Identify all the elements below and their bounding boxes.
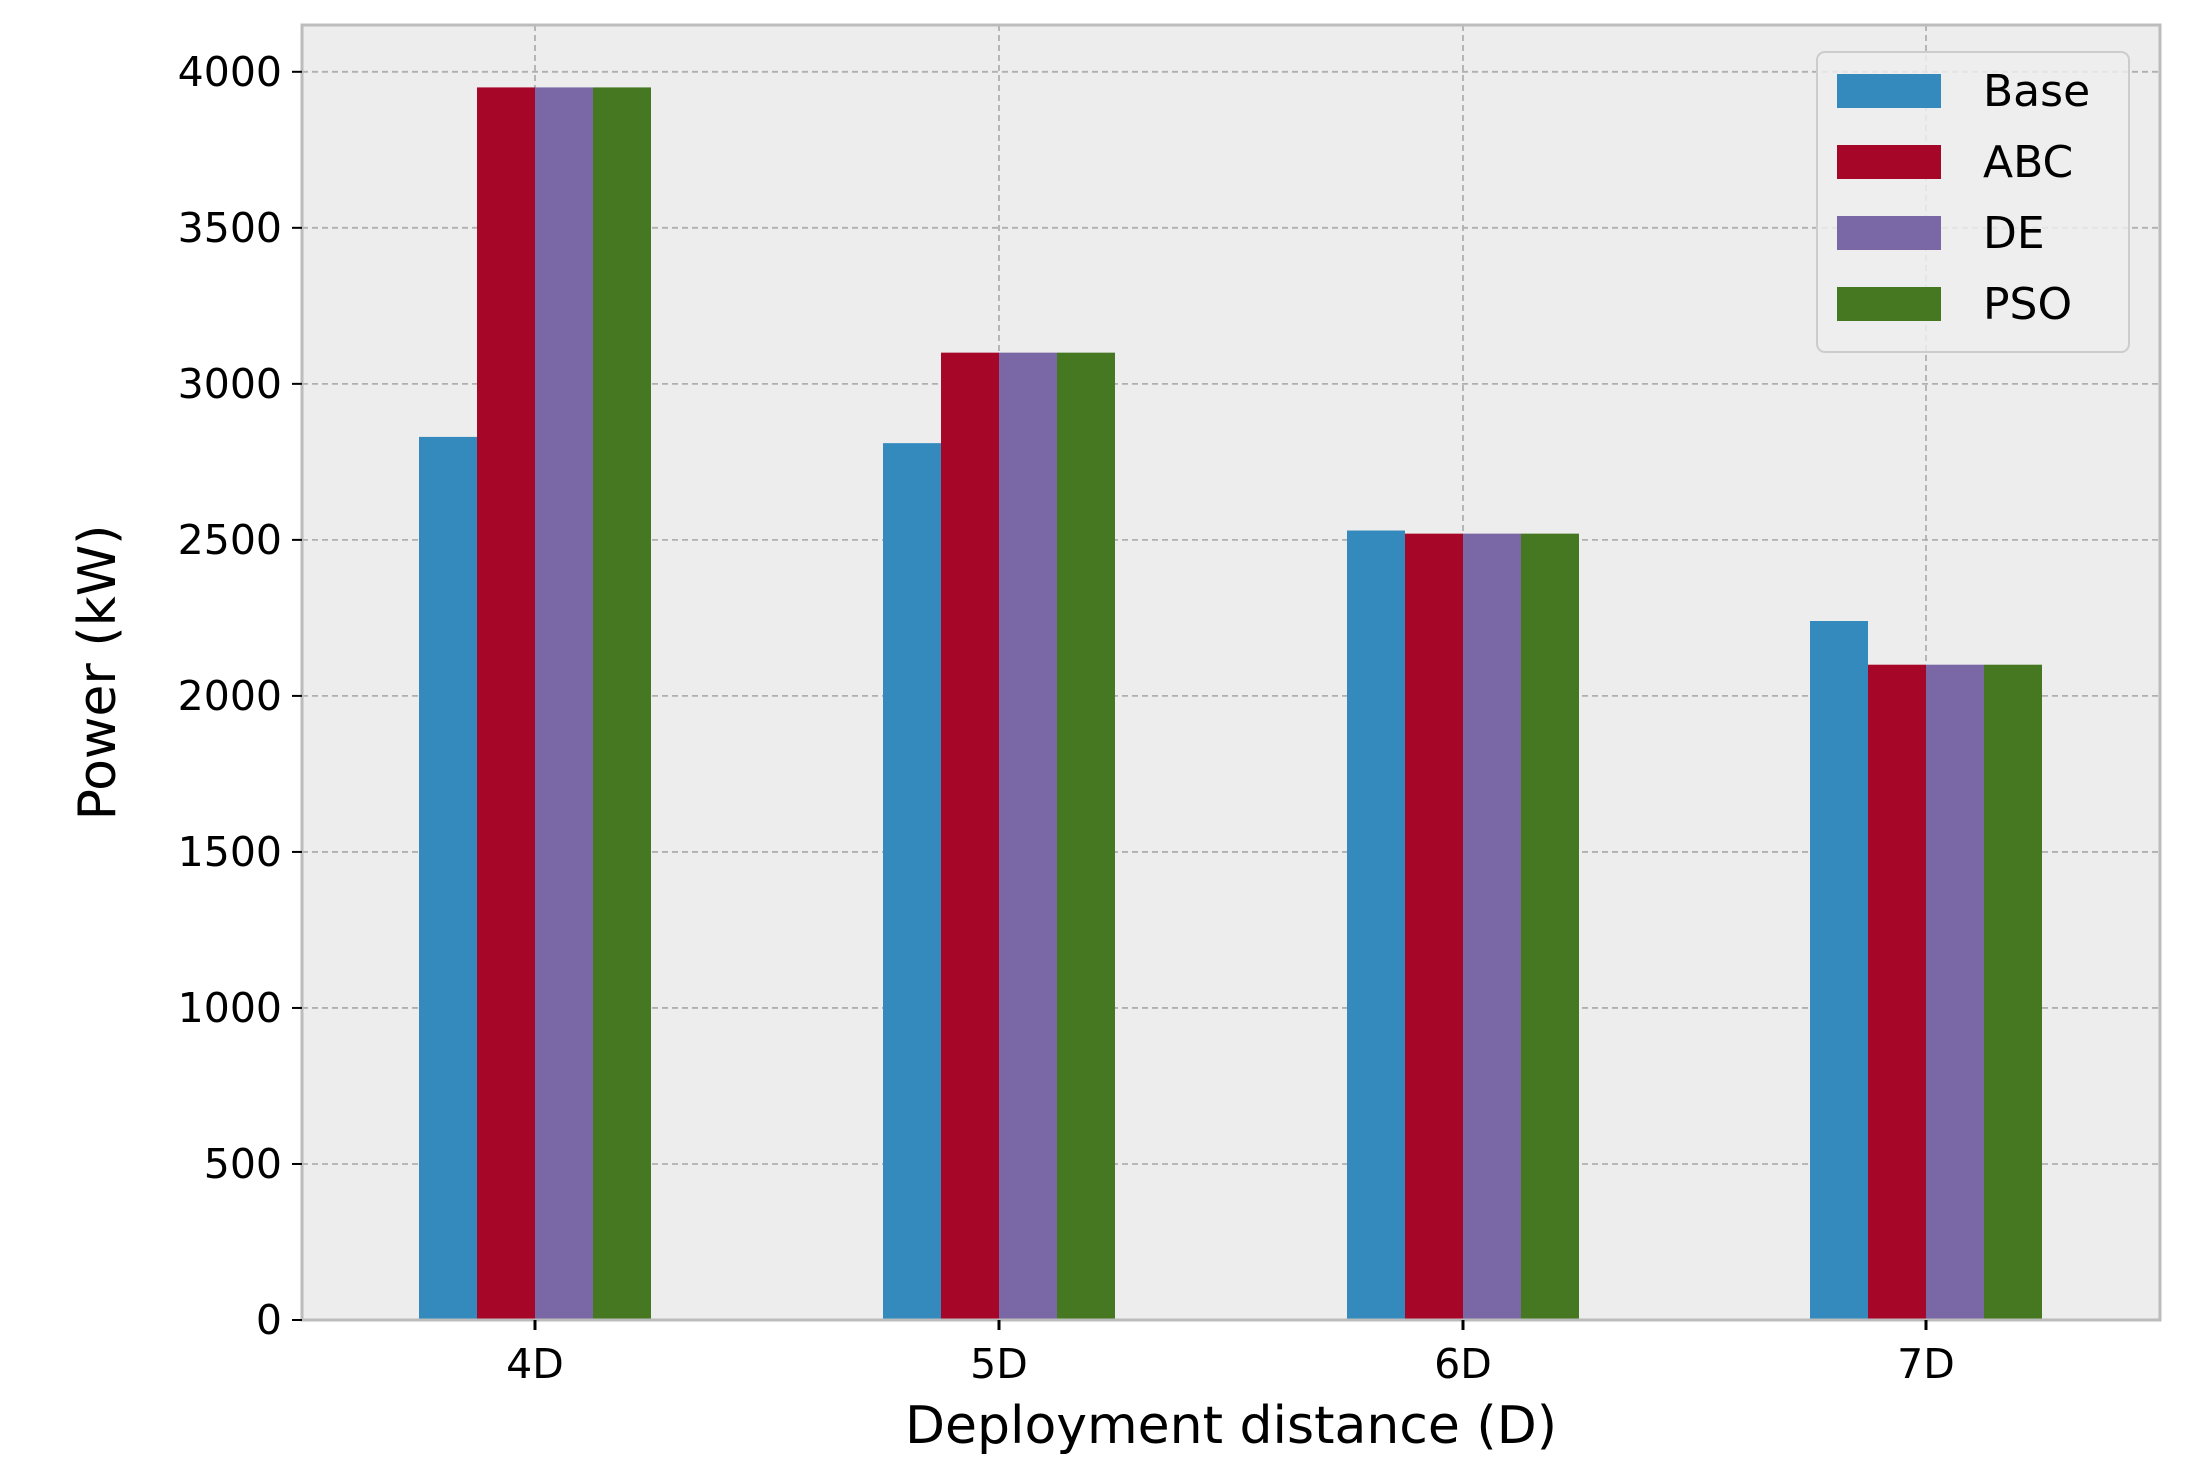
legend-label-abc: ABC: [1983, 137, 2073, 188]
legend-label-de: DE: [1983, 208, 2045, 259]
y-tick-label: 1000: [178, 984, 282, 1032]
bar-de-7d: [1926, 664, 1984, 1320]
x-tick-label: 5D: [970, 1340, 1028, 1388]
bars-group: [419, 87, 2042, 1320]
y-tick-label: 4000: [178, 48, 282, 96]
bar-pso-6d: [1521, 533, 1579, 1320]
y-tick-label: 3500: [178, 204, 282, 252]
y-tick-label: 2000: [178, 672, 282, 720]
bar-base-7d: [1810, 621, 1868, 1320]
bar-de-6d: [1463, 533, 1521, 1320]
bar-pso-4d: [593, 87, 651, 1320]
y-tick-label: 3000: [178, 360, 282, 408]
x-tick-label: 6D: [1434, 1340, 1492, 1388]
bar-de-4d: [535, 87, 593, 1320]
bar-abc-7d: [1868, 664, 1926, 1320]
legend-label-pso: PSO: [1983, 279, 2072, 330]
y-axis-label: Power (kW): [68, 525, 128, 821]
bar-base-4d: [419, 436, 477, 1320]
x-axis-label: Deployment distance (D): [905, 1396, 1557, 1456]
y-tick-label: 1500: [178, 828, 282, 876]
bar-base-5d: [883, 443, 941, 1320]
plot-frame: [300, 23, 2162, 1322]
x-tick-label: 7D: [1897, 1340, 1955, 1388]
x-tick-label: 4D: [506, 1340, 564, 1388]
axis-ticks: 0 500 1000 1500 2000 2500 3000 3500 4000 4D 5D 6D 7D: [178, 48, 1955, 1388]
legend: Base ABC DE PSO: [1816, 51, 2130, 353]
bar-abc-4d: [477, 87, 535, 1320]
legend-swatch-abc: [1837, 145, 1941, 179]
legend-label-base: Base: [1983, 66, 2090, 117]
bar-base-6d: [1347, 530, 1405, 1320]
legend-swatch-base: [1837, 74, 1941, 108]
y-tick-label: 0: [256, 1296, 282, 1344]
bar-pso-7d: [1984, 664, 2042, 1320]
y-tick-label: 2500: [178, 516, 282, 564]
bar-de-5d: [999, 352, 1057, 1320]
bar-abc-5d: [941, 352, 999, 1320]
legend-swatch-de: [1837, 216, 1941, 250]
legend-swatch-pso: [1837, 287, 1941, 321]
bar-abc-6d: [1405, 533, 1463, 1320]
legend-box: [1816, 51, 2130, 353]
bar-pso-5d: [1057, 352, 1115, 1320]
y-tick-label: 500: [204, 1140, 282, 1188]
